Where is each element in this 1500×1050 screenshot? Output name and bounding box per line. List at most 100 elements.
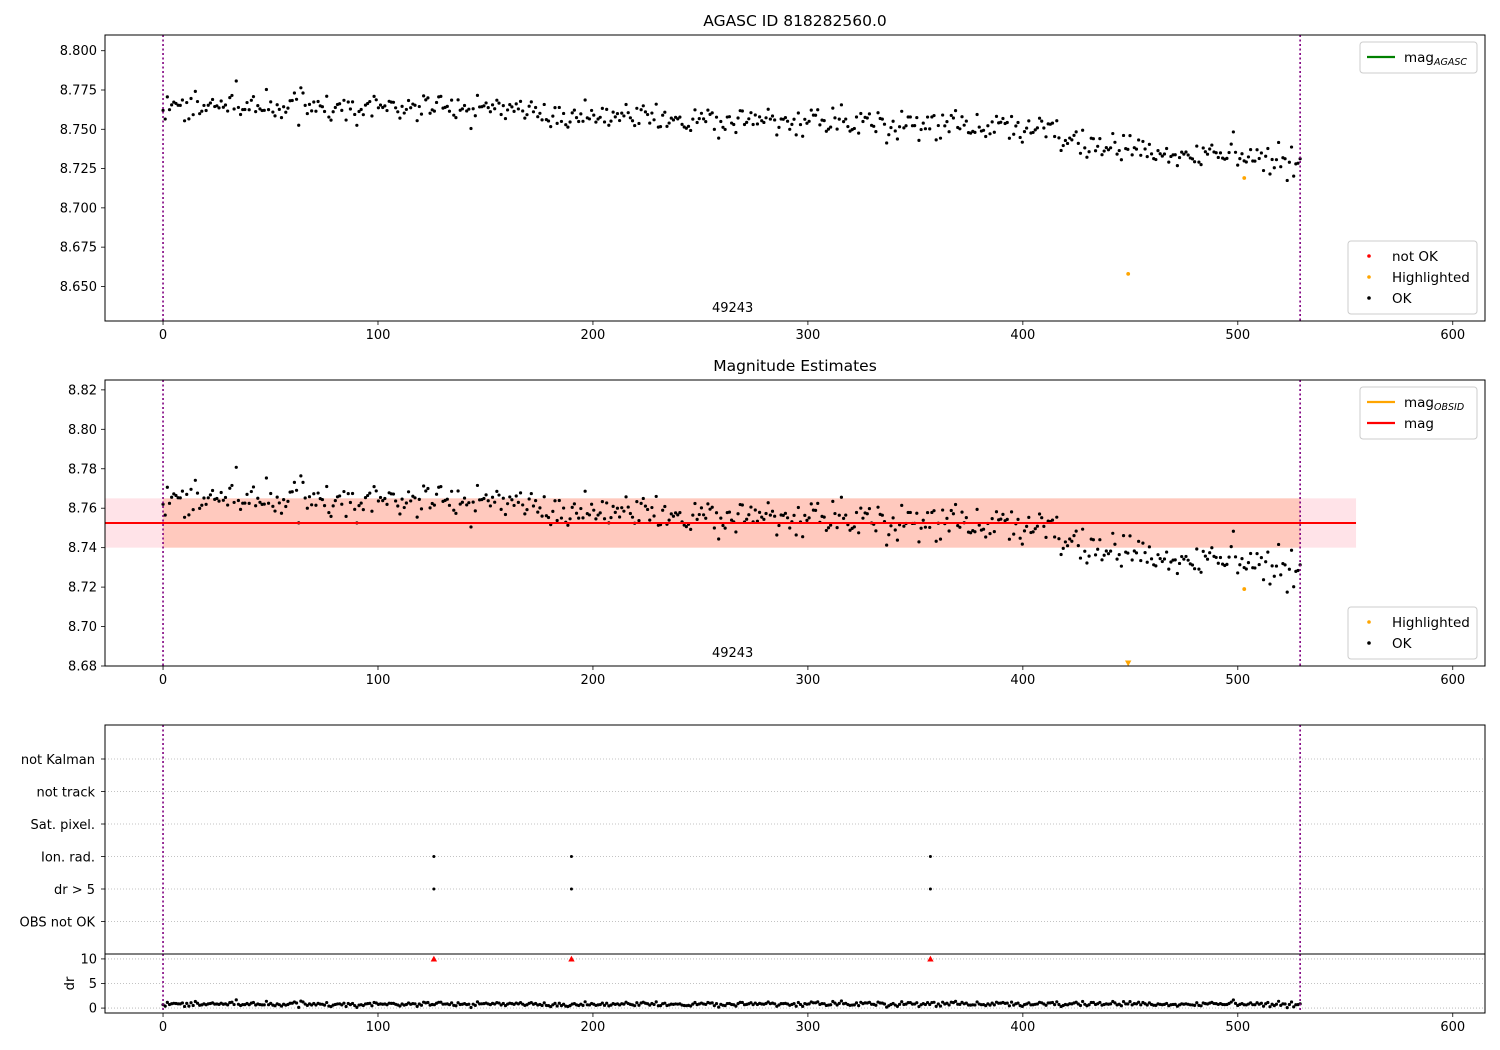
data-point xyxy=(353,507,357,511)
data-point xyxy=(1257,562,1261,567)
data-point xyxy=(1255,552,1259,556)
y-tick-label: 8.800 xyxy=(60,44,97,59)
data-point xyxy=(284,110,288,114)
data-point xyxy=(1289,145,1294,149)
data-point xyxy=(975,507,979,511)
data-point xyxy=(615,506,620,510)
data-point xyxy=(1289,548,1294,552)
data-point xyxy=(353,1003,357,1008)
data-point xyxy=(475,93,480,98)
data-point xyxy=(766,501,770,505)
data-point xyxy=(301,480,305,484)
data-point xyxy=(1285,1006,1289,1010)
data-point xyxy=(947,1003,951,1007)
data-point xyxy=(704,119,708,124)
data-point xyxy=(1001,512,1005,516)
data-point xyxy=(882,1002,887,1006)
data-point xyxy=(639,108,643,112)
x-tick-label: 200 xyxy=(581,328,606,343)
data-point xyxy=(1113,542,1117,546)
data-point xyxy=(413,496,417,500)
x-tick-label: 500 xyxy=(1225,1020,1250,1035)
data-point xyxy=(676,513,680,517)
data-point xyxy=(273,1004,277,1008)
data-point xyxy=(490,495,495,499)
data-point xyxy=(262,1003,266,1007)
data-point xyxy=(473,114,477,118)
data-point xyxy=(450,1001,454,1005)
data-point xyxy=(630,119,635,123)
data-point xyxy=(249,489,253,494)
data-point xyxy=(195,1001,200,1005)
data-point xyxy=(376,106,380,110)
data-point xyxy=(333,105,337,110)
data-point xyxy=(391,492,396,496)
data-point xyxy=(835,1003,839,1007)
data-point xyxy=(624,495,628,499)
data-point xyxy=(921,518,925,522)
data-point xyxy=(773,118,777,122)
data-point xyxy=(837,1001,841,1005)
data-point xyxy=(796,1000,800,1005)
data-point xyxy=(686,124,691,128)
data-point xyxy=(165,1000,169,1005)
legend-swatch xyxy=(1367,296,1371,300)
data-point xyxy=(581,119,585,123)
data-point xyxy=(854,510,859,515)
x-tick-label: 200 xyxy=(581,673,606,688)
data-point xyxy=(221,498,225,502)
data-point xyxy=(452,508,456,512)
data-point xyxy=(1020,1004,1024,1009)
data-point xyxy=(667,518,671,522)
data-point xyxy=(1287,160,1291,164)
data-point xyxy=(762,517,766,521)
data-point xyxy=(1139,153,1143,157)
data-point xyxy=(331,110,335,114)
data-point xyxy=(434,100,439,105)
data-point xyxy=(1264,154,1268,158)
data-point xyxy=(191,113,195,117)
data-point xyxy=(938,1004,943,1008)
x-tick-label: 600 xyxy=(1440,328,1465,343)
data-point xyxy=(1186,153,1190,157)
data-point xyxy=(835,127,839,131)
data-point xyxy=(1289,1000,1294,1004)
data-point xyxy=(568,517,572,521)
obsid-label: 49243 xyxy=(712,646,753,661)
data-point xyxy=(689,128,693,133)
data-point xyxy=(807,516,811,520)
data-point xyxy=(1096,547,1100,551)
data-point xyxy=(170,495,174,499)
data-point xyxy=(990,517,994,521)
data-point xyxy=(1100,153,1104,157)
data-point xyxy=(266,501,271,505)
data-point xyxy=(482,496,486,501)
data-point xyxy=(346,100,350,104)
data-point xyxy=(1005,120,1009,125)
data-point xyxy=(999,120,1003,124)
data-point xyxy=(1197,160,1201,164)
data-point xyxy=(473,509,477,513)
data-point xyxy=(553,1001,557,1005)
data-point xyxy=(1121,133,1126,138)
data-point xyxy=(1063,138,1067,143)
data-point xyxy=(514,494,518,498)
data-point xyxy=(721,523,725,528)
data-point xyxy=(434,492,439,496)
data-point xyxy=(626,111,630,115)
data-point xyxy=(518,99,523,103)
data-point xyxy=(835,526,839,530)
data-point xyxy=(215,104,219,108)
data-point xyxy=(320,497,324,502)
data-point xyxy=(258,107,262,111)
data-point xyxy=(605,107,609,111)
data-point xyxy=(450,489,454,493)
data-point xyxy=(350,1001,355,1006)
data-point xyxy=(182,119,187,123)
data-point xyxy=(760,515,764,519)
data-point xyxy=(973,530,977,534)
data-point xyxy=(1007,136,1012,140)
x-tick-label: 0 xyxy=(159,1020,167,1035)
data-point xyxy=(1111,131,1115,136)
data-point xyxy=(913,123,917,128)
